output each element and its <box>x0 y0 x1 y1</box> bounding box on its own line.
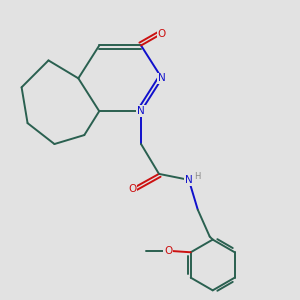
Text: N: N <box>158 73 166 83</box>
Text: H: H <box>194 172 200 182</box>
Text: O: O <box>158 28 166 38</box>
Text: N: N <box>137 106 145 116</box>
Text: O: O <box>128 184 136 194</box>
Text: O: O <box>164 246 172 256</box>
Text: N: N <box>185 175 193 185</box>
